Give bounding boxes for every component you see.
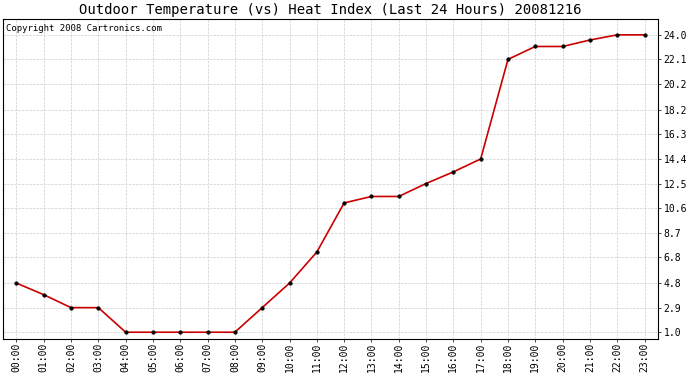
Text: Copyright 2008 Cartronics.com: Copyright 2008 Cartronics.com — [6, 24, 162, 33]
Title: Outdoor Temperature (vs) Heat Index (Last 24 Hours) 20081216: Outdoor Temperature (vs) Heat Index (Las… — [79, 3, 582, 17]
